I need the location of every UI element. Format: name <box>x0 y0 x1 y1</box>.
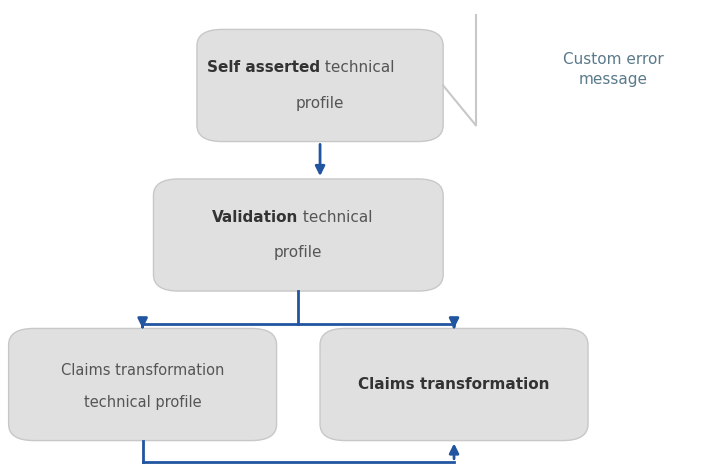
FancyBboxPatch shape <box>197 30 443 141</box>
FancyBboxPatch shape <box>153 179 443 291</box>
Text: profile: profile <box>296 96 345 111</box>
Text: Claims transformation: Claims transformation <box>358 377 550 392</box>
Text: profile: profile <box>274 245 323 260</box>
Text: technical: technical <box>320 60 395 75</box>
Text: Custom error
message: Custom error message <box>563 52 664 86</box>
Text: Claims transformation: Claims transformation <box>61 363 225 378</box>
FancyBboxPatch shape <box>9 329 276 440</box>
Text: technical profile: technical profile <box>84 395 201 410</box>
Text: Validation: Validation <box>212 210 298 225</box>
FancyBboxPatch shape <box>320 329 588 440</box>
Text: Self asserted: Self asserted <box>207 60 320 75</box>
Text: technical: technical <box>298 210 373 225</box>
